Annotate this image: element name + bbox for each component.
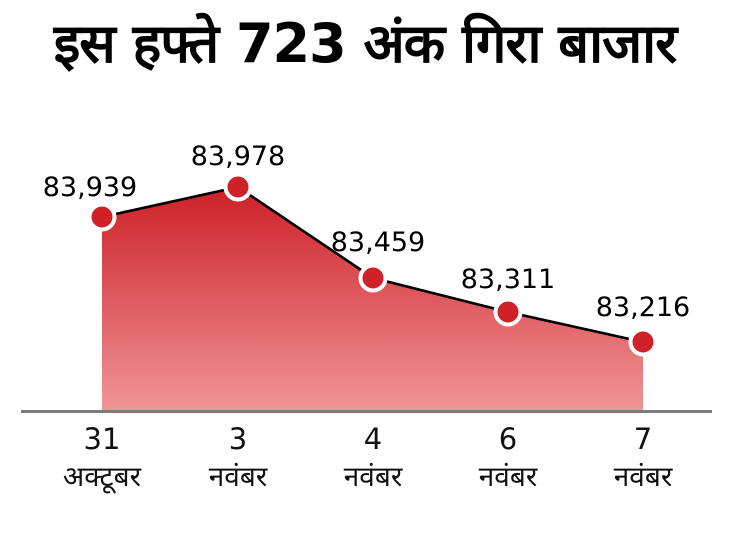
value-label: 83,978	[191, 141, 285, 172]
area-fill	[102, 187, 643, 412]
tick-day-label: 31	[84, 422, 121, 456]
data-point	[358, 263, 388, 293]
data-point	[493, 297, 523, 327]
tick-day-label: 4	[364, 422, 382, 456]
tick-month-label: अक्टूबर	[63, 460, 142, 494]
chart-title: इस हफ्ते 723 अंक गिरा बाजार	[53, 12, 677, 75]
tick-month-label: नवंबर	[614, 460, 673, 493]
value-label: 83,311	[461, 264, 555, 295]
chart-root: 83,939 31 अक्टूबर 83,978 3 नवंबर 83,459 4 नवंबर 8…	[21, 141, 712, 494]
tick-day-label: 6	[499, 422, 517, 456]
value-label: 83,459	[331, 227, 425, 258]
tick-day-label: 7	[634, 422, 652, 456]
tick-month-label: नवंबर	[479, 460, 538, 493]
data-point	[87, 202, 117, 232]
value-label: 83,216	[596, 292, 690, 323]
tick-month-label: नवंबर	[344, 460, 403, 493]
value-label: 83,939	[43, 172, 137, 203]
tick-month-label: नवंबर	[209, 460, 268, 493]
data-point	[223, 172, 253, 202]
data-point	[628, 327, 658, 357]
tick-day-label: 3	[229, 422, 247, 456]
